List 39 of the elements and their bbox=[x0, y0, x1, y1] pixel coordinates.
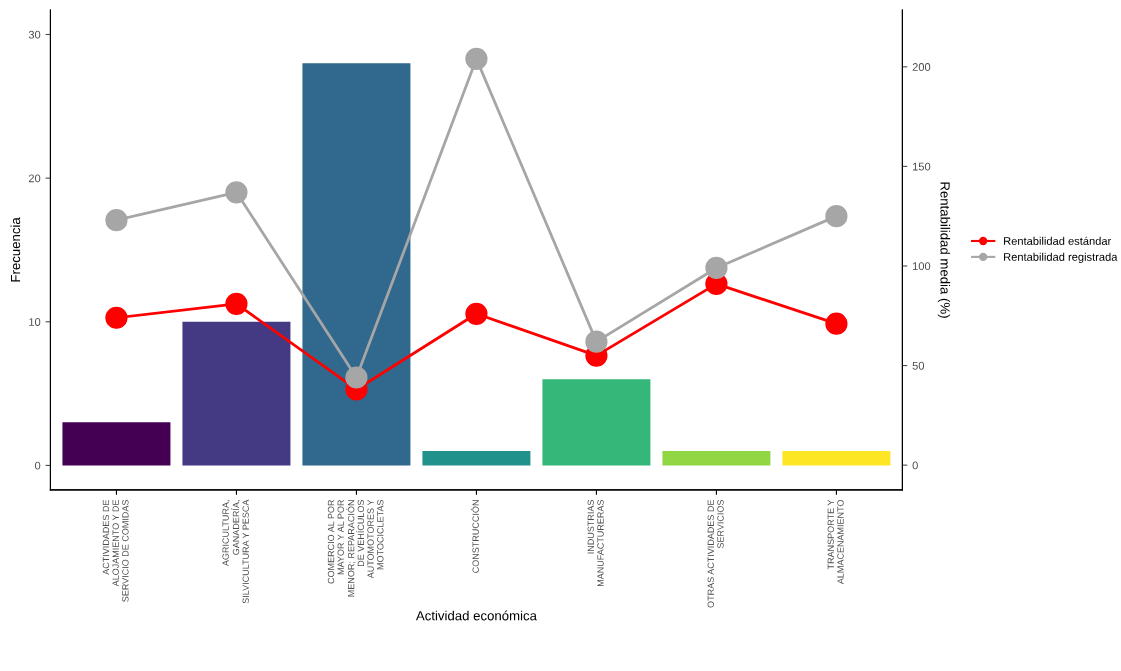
y2-tick-label: 100 bbox=[912, 262, 931, 271]
y-tick-label: 30 bbox=[28, 30, 41, 39]
x-tick-label: INDUSTRIAS MANUFACTURERAS bbox=[587, 499, 604, 587]
bar bbox=[302, 63, 411, 466]
point bbox=[105, 209, 128, 232]
y2-axis-title: Rentabilidad media (%) bbox=[937, 182, 951, 318]
point bbox=[465, 302, 488, 325]
legend-label: Rentabilidad estándar bbox=[1004, 236, 1112, 245]
bar bbox=[62, 422, 171, 466]
y2-tick-label: 50 bbox=[912, 361, 925, 370]
x-tick-label: TRANSPORTE Y ALMACENAMIENTO bbox=[827, 499, 844, 585]
y2-tick-label: 200 bbox=[912, 63, 931, 71]
x-tick-label: ACTIVIDADES DE ALOJAMIENTO Y DE SERVICIO DE COMIDAS bbox=[102, 499, 129, 602]
y-tick-label: 10 bbox=[29, 318, 41, 326]
x-tick-label: OTRAS ACTIVIDADES DE SERVICIOS bbox=[707, 499, 724, 608]
point bbox=[345, 366, 368, 389]
y-tick-label: 0 bbox=[34, 461, 41, 470]
point bbox=[825, 205, 848, 228]
point bbox=[225, 292, 248, 315]
y-tick-label: 20 bbox=[28, 174, 41, 183]
bar bbox=[182, 321, 291, 466]
point bbox=[105, 306, 128, 329]
point bbox=[225, 181, 248, 204]
bar bbox=[662, 451, 771, 466]
x-tick-label: AGRICULTURA, GANADERÍA, SILVICULTURA Y PESCA bbox=[222, 499, 249, 604]
x-tick-label: COMERCIO AL POR MAYOR Y AL POR MENOR; REPARACIÓN DE VEHÍCULOS AUTOMOTORES Y MOTOCICLETAS bbox=[327, 499, 384, 597]
y2-tick-label: 0 bbox=[912, 461, 918, 470]
x-tick-label: CONSTRUCCIÓN bbox=[470, 500, 479, 573]
y-axis-title: Frecuencia bbox=[10, 217, 21, 282]
point bbox=[705, 256, 728, 280]
bar bbox=[782, 451, 891, 466]
point bbox=[465, 47, 488, 70]
x-axis-title: Actividad económica bbox=[415, 610, 537, 621]
point bbox=[585, 330, 608, 353]
y2-tick-label: 150 bbox=[912, 162, 931, 171]
legend-label: Rentabilidad registrada bbox=[1004, 252, 1118, 264]
bar bbox=[422, 451, 531, 466]
bar bbox=[542, 379, 651, 466]
point bbox=[825, 312, 848, 335]
